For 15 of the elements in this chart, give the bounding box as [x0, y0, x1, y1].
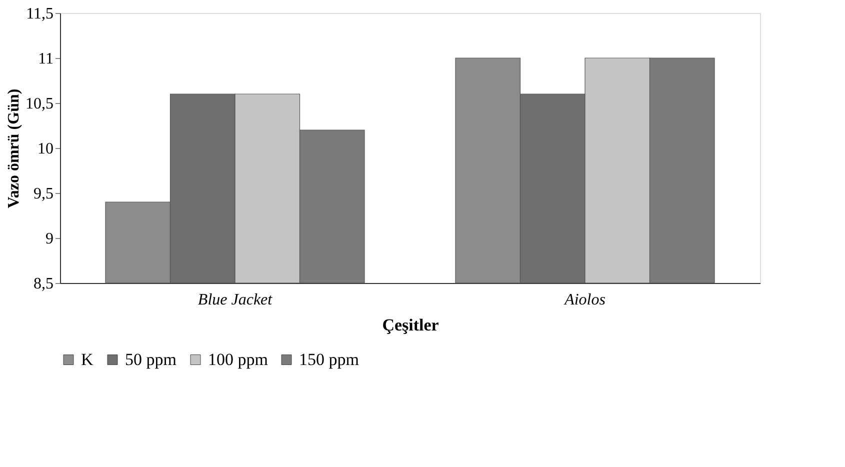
x-tick-label: Aiolos: [564, 292, 606, 308]
y-tick-label: 10,5: [26, 96, 54, 112]
y-axis-title: Vazo ömrü (Gün): [6, 88, 22, 208]
y-tick-label: 9,5: [34, 186, 54, 202]
legend-label: 150 ppm: [299, 350, 359, 369]
y-tick-label: 11: [38, 50, 54, 68]
y-tick-label: 8,5: [34, 276, 54, 292]
legend-label: K: [81, 350, 94, 369]
legend-label: 100 ppm: [208, 350, 268, 369]
y-tick-label: 10: [38, 140, 54, 158]
x-tick-label: Blue Jacket: [198, 292, 273, 308]
y-tick-label: 11,5: [26, 6, 54, 22]
y-tick-label: 9: [46, 230, 54, 248]
legend-label: 50 ppm: [125, 350, 176, 369]
x-axis-title: Çeşitler: [382, 316, 440, 334]
